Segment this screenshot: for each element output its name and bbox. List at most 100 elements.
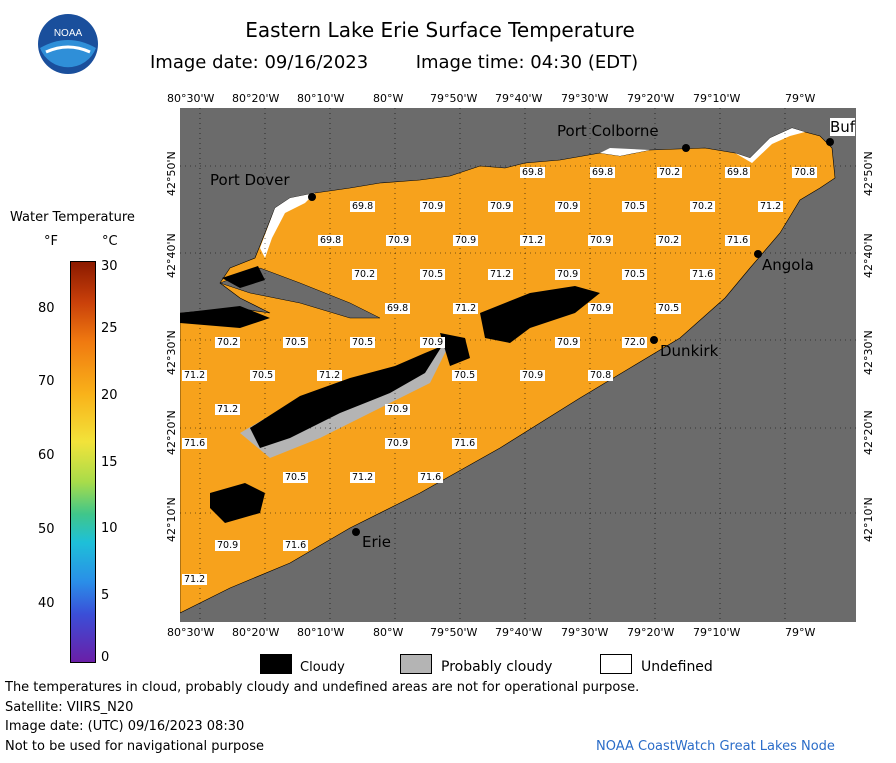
cloud-area bbox=[250, 346, 442, 448]
temp-label: 69.8 bbox=[520, 167, 546, 178]
footer-credit: NOAA CoastWatch Great Lakes Node bbox=[596, 739, 835, 754]
temp-label: 71.6 bbox=[418, 472, 444, 483]
temp-label: 70.9 bbox=[555, 269, 581, 280]
city-dot bbox=[352, 528, 360, 536]
temp-label: 70.9 bbox=[555, 201, 581, 212]
city-label: Dunkirk bbox=[660, 342, 719, 360]
c-tick: 15 bbox=[101, 455, 118, 470]
probably-cloudy-label: Probably cloudy bbox=[441, 659, 553, 675]
temp-label: 69.8 bbox=[590, 167, 616, 178]
noaa-logo: NOAA bbox=[38, 14, 98, 74]
lat-label: 42°50'N bbox=[862, 151, 875, 196]
probably-cloudy-swatch bbox=[400, 654, 432, 674]
footer-navigation-note: Not to be used for navigational purpose bbox=[5, 739, 265, 754]
temp-label: 71.2 bbox=[350, 472, 376, 483]
temp-label: 71.6 bbox=[283, 540, 309, 551]
temp-label: 70.8 bbox=[792, 167, 818, 178]
temp-label: 70.5 bbox=[420, 269, 446, 280]
temp-label: 70.9 bbox=[520, 370, 546, 381]
temp-label: 69.8 bbox=[350, 201, 376, 212]
temp-label: 70.5 bbox=[622, 269, 648, 280]
undefined-fringe bbox=[600, 148, 650, 156]
c-tick: 5 bbox=[101, 588, 110, 603]
image-date: Image date: 09/16/2023 bbox=[150, 52, 369, 73]
temp-label: 70.2 bbox=[352, 269, 378, 280]
temp-label: 72.0 bbox=[622, 337, 648, 348]
city-dot bbox=[682, 144, 690, 152]
lon-label: 80°W bbox=[373, 92, 404, 105]
temp-label: 70.9 bbox=[488, 201, 514, 212]
temp-label: 71.2 bbox=[520, 235, 546, 246]
temp-label: 70.5 bbox=[283, 472, 309, 483]
temp-label: 71.2 bbox=[182, 370, 208, 381]
temp-label: 69.8 bbox=[318, 235, 344, 246]
map-panel bbox=[180, 108, 856, 622]
f-tick: 60 bbox=[38, 448, 55, 463]
undefined-fringe bbox=[735, 128, 805, 163]
lat-label: 42°20'N bbox=[165, 410, 178, 455]
image-time: Image time: 04:30 (EDT) bbox=[415, 52, 639, 73]
lon-label: 79°W bbox=[785, 92, 816, 105]
lat-label: 42°40'N bbox=[165, 233, 178, 278]
temp-label: 70.9 bbox=[215, 540, 241, 551]
city-label: Angola bbox=[762, 256, 814, 274]
legend-title: Water Temperature bbox=[10, 210, 135, 225]
temp-label: 71.2 bbox=[453, 303, 479, 314]
lat-label: 42°10'N bbox=[862, 497, 875, 542]
undefined-fringe bbox=[260, 193, 315, 258]
temp-label: 71.2 bbox=[758, 201, 784, 212]
temp-label: 71.6 bbox=[182, 438, 208, 449]
lon-label: 79°30'W bbox=[561, 626, 609, 639]
cloudy-swatch bbox=[260, 654, 292, 674]
temp-label: 70.5 bbox=[452, 370, 478, 381]
graticule bbox=[180, 108, 856, 622]
temp-label: 70.9 bbox=[555, 337, 581, 348]
temp-label: 70.5 bbox=[622, 201, 648, 212]
temp-label: 70.2 bbox=[657, 167, 683, 178]
cloudy-label: Cloudy bbox=[300, 660, 345, 675]
temp-label: 70.9 bbox=[588, 303, 614, 314]
temp-label: 70.2 bbox=[656, 235, 682, 246]
temp-label: 71.6 bbox=[690, 269, 716, 280]
lon-label: 80°W bbox=[373, 626, 404, 639]
temp-label: 70.2 bbox=[215, 337, 241, 348]
city-label: Port Colborne bbox=[557, 122, 659, 140]
city-dot bbox=[754, 250, 762, 258]
lat-label: 42°10'N bbox=[165, 497, 178, 542]
temp-label: 71.6 bbox=[725, 235, 751, 246]
temperature-colorbar bbox=[70, 261, 96, 663]
temp-label: 71.2 bbox=[182, 574, 208, 585]
lon-label: 79°W bbox=[785, 626, 816, 639]
lon-label: 79°10'W bbox=[693, 92, 741, 105]
lon-label: 80°10'W bbox=[297, 626, 345, 639]
temp-label: 70.5 bbox=[350, 337, 376, 348]
temp-label: 71.2 bbox=[317, 370, 343, 381]
temp-label: 71.2 bbox=[215, 404, 241, 415]
lat-label: 42°20'N bbox=[862, 410, 875, 455]
temp-label: 69.8 bbox=[385, 303, 411, 314]
cloud-area bbox=[480, 286, 600, 343]
cloud-area bbox=[210, 483, 265, 523]
temp-label: 70.9 bbox=[385, 438, 411, 449]
temp-label: 70.2 bbox=[690, 201, 716, 212]
f-tick: 50 bbox=[38, 522, 55, 537]
city-dot bbox=[826, 138, 834, 146]
c-tick: 20 bbox=[101, 388, 118, 403]
city-dot bbox=[650, 336, 658, 344]
lon-label: 80°20'W bbox=[232, 92, 280, 105]
cloud-area bbox=[440, 333, 470, 366]
f-tick: 70 bbox=[38, 374, 55, 389]
temp-label: 70.9 bbox=[453, 235, 479, 246]
undefined-swatch bbox=[600, 654, 632, 674]
city-label: Erie bbox=[362, 533, 392, 551]
city-dot bbox=[308, 193, 316, 201]
city-label: Buf bbox=[830, 118, 856, 136]
temp-label: 70.5 bbox=[283, 337, 309, 348]
temp-label: 69.8 bbox=[725, 167, 751, 178]
noaa-logo-text: NOAA bbox=[54, 28, 83, 39]
undefined-label: Undefined bbox=[641, 659, 713, 675]
temp-label: 71.6 bbox=[452, 438, 478, 449]
c-tick: 25 bbox=[101, 321, 118, 336]
lon-label: 79°20'W bbox=[627, 92, 675, 105]
footer-disclaimer: The temperatures in cloud, probably clou… bbox=[5, 680, 640, 695]
